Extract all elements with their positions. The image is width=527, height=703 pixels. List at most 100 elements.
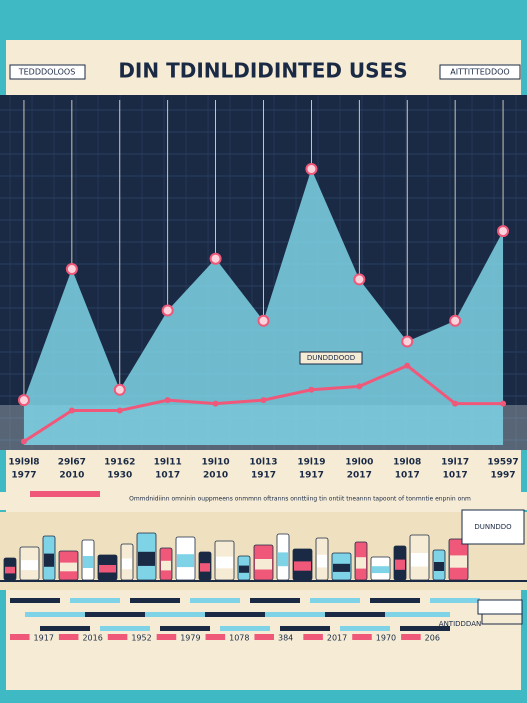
timeline-bar <box>160 626 210 631</box>
point <box>68 407 75 414</box>
year-label: 1917 <box>34 634 54 643</box>
x-tick-label: 1930 <box>107 471 132 481</box>
timeline-bar <box>190 598 240 603</box>
bottle-label <box>5 566 15 574</box>
timeline-bar <box>385 612 450 617</box>
point <box>116 407 123 414</box>
timeline-bar <box>145 612 210 617</box>
x-tick-label: 10l13 <box>249 458 277 468</box>
year-bar <box>58 634 79 640</box>
point <box>308 386 315 393</box>
x-tick-label: 19l17 <box>441 458 469 468</box>
caption: Ommdnidiinn omninin ouppmeens onmmnn oft… <box>129 496 471 503</box>
x-tick-label: 19l9l8 <box>8 458 39 468</box>
x-tick-label: 19l00 <box>345 458 373 468</box>
bottle-label <box>60 562 77 572</box>
year-label: 2016 <box>82 634 102 643</box>
timeline-bar <box>265 612 330 617</box>
bottle-label <box>317 554 327 568</box>
year-bar <box>205 634 226 640</box>
timeline-bar <box>340 626 390 631</box>
peak-marker <box>497 225 510 238</box>
timeline-bar <box>130 598 180 603</box>
bottle-label <box>450 555 467 568</box>
x-tick-label: 1977 <box>11 471 36 481</box>
year-label: 1979 <box>180 634 200 643</box>
annotation: DUNDDDOOD <box>307 354 355 362</box>
corner-box <box>439 64 521 80</box>
timeline-bar <box>400 626 450 631</box>
timeline-bar <box>370 598 420 603</box>
bottle-label <box>395 559 405 570</box>
bottle-label <box>294 561 311 571</box>
bottle-label <box>44 553 54 567</box>
corner-label: TEDDDOLOOS <box>18 68 76 77</box>
x-tick-label: 19l11 <box>154 458 182 468</box>
bottle-label <box>255 559 272 570</box>
point <box>212 400 219 407</box>
bottle-label <box>200 563 210 572</box>
peak-marker <box>401 335 414 348</box>
bottle-label <box>21 560 38 571</box>
point <box>20 438 27 445</box>
bottle-label <box>161 560 171 571</box>
timeline-bar <box>430 598 480 603</box>
timeline-bar <box>40 626 90 631</box>
x-tick-label: 19l08 <box>393 458 421 468</box>
caption-band <box>0 492 527 510</box>
year-bar <box>10 634 30 640</box>
point <box>452 400 459 407</box>
book <box>477 599 523 615</box>
bottle-label <box>356 557 366 569</box>
bottle-label <box>216 556 233 569</box>
x-tick-label: 1017 <box>395 471 420 481</box>
annotation-box <box>461 509 525 545</box>
bottle-label <box>411 553 428 567</box>
bottle-label <box>278 552 288 567</box>
x-tick-label: 1917 <box>251 471 276 481</box>
book <box>481 613 523 625</box>
year-label: 2017 <box>327 634 347 643</box>
x-tick-label: 2010 <box>203 471 228 481</box>
chart-title: DIN TDINLDIDINTED USES <box>118 59 407 83</box>
point <box>500 400 507 407</box>
annotation-box <box>299 351 363 365</box>
peak-marker <box>17 394 30 407</box>
bottle-label <box>333 563 350 572</box>
timeline-bar <box>85 612 150 617</box>
point <box>164 397 171 404</box>
bottles <box>0 532 527 582</box>
year-bar <box>401 634 421 640</box>
year-label: 1970 <box>376 634 396 643</box>
year-label: 384 <box>278 634 293 643</box>
timeline-bar <box>10 598 60 603</box>
timeline-bar <box>205 612 270 617</box>
corner-box <box>9 64 86 80</box>
peak-marker <box>257 314 270 327</box>
peak-marker <box>65 263 78 276</box>
bottle-label <box>83 556 93 568</box>
year-bar <box>352 634 372 640</box>
peak-marker <box>113 383 126 396</box>
bottle-label <box>99 565 116 573</box>
annotation: DUNNDDO <box>474 523 512 531</box>
peak-marker <box>161 304 174 317</box>
peak-marker <box>209 252 222 265</box>
timeline-bar <box>25 612 90 617</box>
x-tick-label: 19l19 <box>297 458 325 468</box>
year-label: 1078 <box>229 634 249 643</box>
year-bar <box>254 634 274 640</box>
x-tick-label: 2010 <box>59 471 84 481</box>
bottle-label <box>239 565 249 573</box>
timeline-bars: 1917 2016 1952 1979 1078 384 2017 1970 206 <box>10 598 523 643</box>
caption-bar <box>30 491 100 497</box>
point <box>260 397 267 404</box>
x-tick-label: 19597 <box>487 458 518 468</box>
peak-marker <box>449 314 462 327</box>
x-tick-label: 19162 <box>104 458 135 468</box>
timeline-bar <box>100 626 150 631</box>
timeline-bar <box>280 626 330 631</box>
x-tick-label: 19l10 <box>202 458 230 468</box>
timeline-bar <box>325 612 390 617</box>
